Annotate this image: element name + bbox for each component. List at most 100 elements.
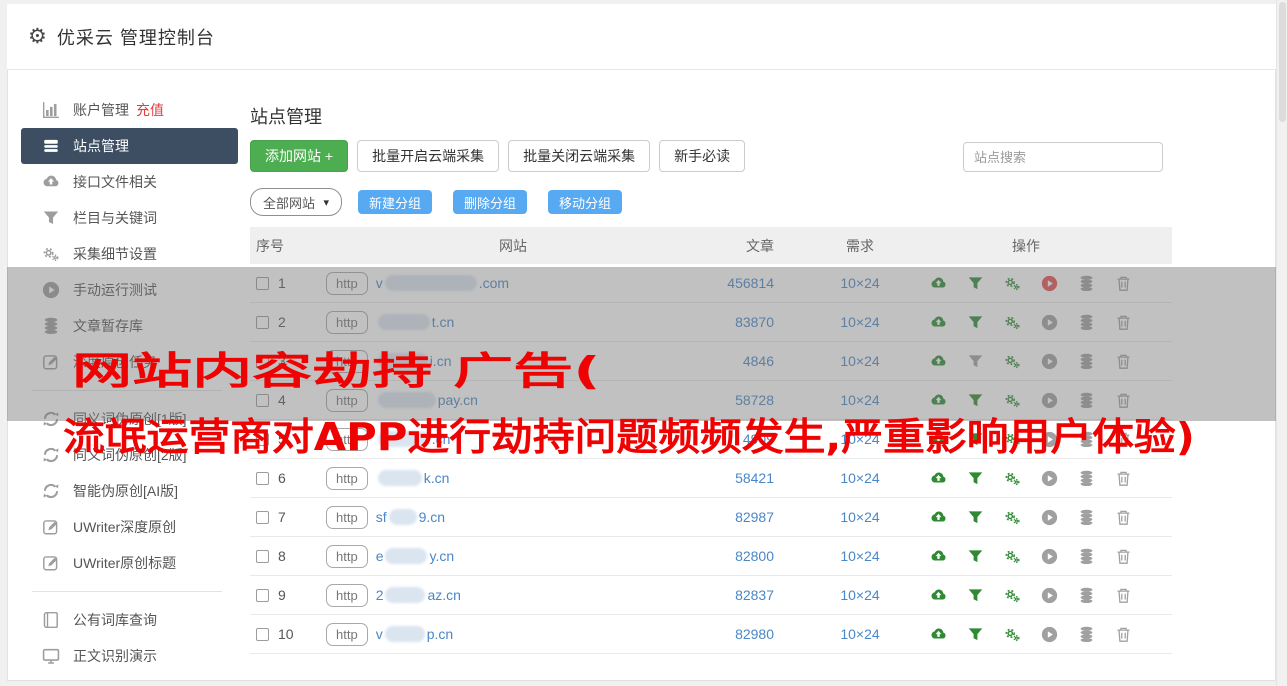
recharge-link[interactable]: 充值 xyxy=(136,102,164,118)
site-url[interactable]: e y.cn xyxy=(376,548,454,564)
site-url[interactable]: v p.cn xyxy=(376,626,453,642)
row-checkbox[interactable] xyxy=(256,354,269,368)
batch-close-button[interactable]: 批量关闭云端采集 xyxy=(508,140,651,172)
sidebar-item-link[interactable]: 公有词库查询 xyxy=(21,602,238,638)
row-checkbox[interactable] xyxy=(256,588,269,602)
trash-icon[interactable] xyxy=(1115,314,1132,331)
database-icon[interactable] xyxy=(1078,626,1095,643)
sidebar-item-link[interactable]: UWriter原创标题 xyxy=(21,545,238,581)
database-icon[interactable] xyxy=(1078,314,1095,331)
site-url[interactable]: sf 9.cn xyxy=(376,509,445,525)
database-icon[interactable] xyxy=(1078,353,1095,370)
new-group-button[interactable]: 新建分组 xyxy=(358,190,433,214)
play-icon[interactable] xyxy=(1041,626,1058,643)
sidebar-item-link[interactable]: 接口文件相关 xyxy=(21,164,238,200)
gears-icon[interactable] xyxy=(1004,470,1021,487)
play-icon[interactable] xyxy=(1041,353,1058,370)
play-icon[interactable] xyxy=(1041,314,1058,331)
row-checkbox[interactable] xyxy=(256,627,269,641)
batch-open-button[interactable]: 批量开启云端采集 xyxy=(357,140,500,172)
site-url[interactable]: k.cn xyxy=(376,470,449,486)
scrollbar-track[interactable] xyxy=(1276,0,1287,686)
trash-icon[interactable] xyxy=(1115,431,1132,448)
site-url[interactable]: i.cn xyxy=(376,353,451,369)
gears-icon[interactable] xyxy=(1004,626,1021,643)
row-checkbox[interactable] xyxy=(256,432,269,446)
cloud-upload-icon[interactable] xyxy=(930,431,947,448)
play-icon[interactable] xyxy=(1041,587,1058,604)
site-url[interactable]: 2 az.cn xyxy=(376,587,461,603)
filter-icon[interactable] xyxy=(967,353,984,370)
sidebar-item-link[interactable]: 采集细节设置 xyxy=(21,236,238,272)
site-url[interactable]: .cn xyxy=(376,431,450,447)
filter-icon[interactable] xyxy=(967,431,984,448)
sidebar-item-link[interactable]: UWriter深度原创 xyxy=(21,509,238,545)
sidebar-item-link[interactable]: 手动运行测试 xyxy=(21,272,238,308)
sidebar-item-link[interactable]: 同义词伪原创[1版] xyxy=(21,401,238,437)
delete-group-button[interactable]: 删除分组 xyxy=(453,190,528,214)
newbie-guide-button[interactable]: 新手必读 xyxy=(659,140,746,172)
gears-icon[interactable] xyxy=(1004,353,1021,370)
gears-icon[interactable] xyxy=(1004,431,1021,448)
gears-icon[interactable] xyxy=(1004,548,1021,565)
site-url[interactable]: pay.cn xyxy=(376,392,478,408)
row-checkbox[interactable] xyxy=(256,471,269,485)
cloud-upload-icon[interactable] xyxy=(930,275,947,292)
filter-icon[interactable] xyxy=(967,392,984,409)
move-group-button[interactable]: 移动分组 xyxy=(548,190,623,214)
filter-icon[interactable] xyxy=(967,470,984,487)
sidebar-item-link[interactable]: 深度原创任务 xyxy=(21,344,238,380)
cloud-upload-icon[interactable] xyxy=(930,392,947,409)
trash-icon[interactable] xyxy=(1115,548,1132,565)
site-filter-select[interactable]: 全部网站 ▾ xyxy=(250,188,342,216)
trash-icon[interactable] xyxy=(1115,626,1132,643)
gears-icon[interactable] xyxy=(1004,509,1021,526)
play-icon[interactable] xyxy=(1041,431,1058,448)
play-icon[interactable] xyxy=(1041,392,1058,409)
row-checkbox[interactable] xyxy=(256,276,269,290)
sidebar-item-link[interactable]: 账户管理 充值 xyxy=(21,92,238,128)
gears-icon[interactable] xyxy=(1004,275,1021,292)
filter-icon[interactable] xyxy=(967,509,984,526)
site-url[interactable]: t.cn xyxy=(376,314,454,330)
filter-icon[interactable] xyxy=(967,314,984,331)
site-url[interactable]: v .com xyxy=(376,275,509,291)
row-checkbox[interactable] xyxy=(256,510,269,524)
row-checkbox[interactable] xyxy=(256,549,269,563)
cloud-upload-icon[interactable] xyxy=(930,470,947,487)
trash-icon[interactable] xyxy=(1115,392,1132,409)
database-icon[interactable] xyxy=(1078,548,1095,565)
sidebar-item-link[interactable]: 栏目与关键词 xyxy=(21,200,238,236)
sidebar-item-active[interactable]: 站点管理 xyxy=(21,128,238,164)
filter-icon[interactable] xyxy=(967,548,984,565)
sidebar-item-link[interactable]: 智能伪原创[AI版] xyxy=(21,473,238,509)
cloud-upload-icon[interactable] xyxy=(930,509,947,526)
gears-icon[interactable] xyxy=(1004,314,1021,331)
sidebar-item-link[interactable]: 正文识别演示 xyxy=(21,638,238,674)
filter-icon[interactable] xyxy=(967,626,984,643)
play-icon[interactable] xyxy=(1041,548,1058,565)
play-icon[interactable] xyxy=(1041,470,1058,487)
add-site-button[interactable]: 添加网站 + xyxy=(250,140,349,172)
database-icon[interactable] xyxy=(1078,509,1095,526)
database-icon[interactable] xyxy=(1078,587,1095,604)
site-search-input[interactable] xyxy=(963,142,1163,172)
trash-icon[interactable] xyxy=(1115,275,1132,292)
cloud-upload-icon[interactable] xyxy=(930,587,947,604)
trash-icon[interactable] xyxy=(1115,509,1132,526)
play-icon[interactable] xyxy=(1041,275,1058,292)
sidebar-item-link[interactable]: 文章暂存库 xyxy=(21,308,238,344)
gears-icon[interactable] xyxy=(1004,587,1021,604)
scrollbar-thumb[interactable] xyxy=(1279,2,1286,122)
trash-icon[interactable] xyxy=(1115,587,1132,604)
database-icon[interactable] xyxy=(1078,431,1095,448)
database-icon[interactable] xyxy=(1078,275,1095,292)
cloud-upload-icon[interactable] xyxy=(930,548,947,565)
cloud-upload-icon[interactable] xyxy=(930,353,947,370)
row-checkbox[interactable] xyxy=(256,315,269,329)
play-icon[interactable] xyxy=(1041,509,1058,526)
filter-icon[interactable] xyxy=(967,587,984,604)
filter-icon[interactable] xyxy=(967,275,984,292)
database-icon[interactable] xyxy=(1078,392,1095,409)
cloud-upload-icon[interactable] xyxy=(930,626,947,643)
